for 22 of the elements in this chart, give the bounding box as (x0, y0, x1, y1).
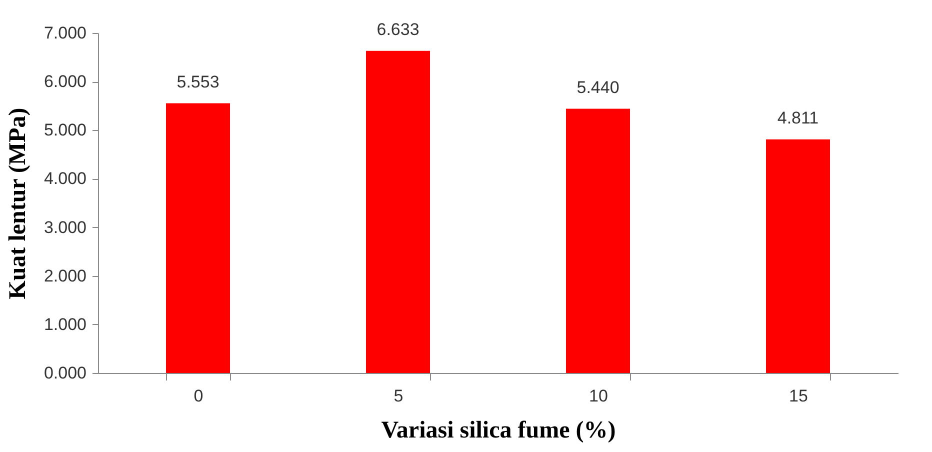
y-tick-label: 4.000 (44, 169, 86, 188)
y-tick-label: 0.000 (44, 364, 86, 382)
y-tick-label: 1.000 (44, 314, 86, 334)
bar (366, 50, 430, 373)
bar (166, 103, 230, 373)
x-tick-label: 0 (194, 386, 204, 406)
y-axis-title: Kuat lentur (MPa) (4, 108, 31, 300)
x-tick-label: 15 (789, 386, 808, 406)
y-tick-label: 7.000 (44, 24, 86, 42)
data-label: 6.633 (376, 20, 420, 39)
data-label: 5.553 (176, 72, 220, 92)
x-tick-label: 10 (589, 386, 608, 406)
x-tick-label: 5 (394, 386, 404, 406)
y-tick-label: 6.000 (44, 72, 86, 92)
data-label: 5.440 (576, 78, 620, 97)
bar (566, 108, 630, 373)
bar (766, 139, 830, 373)
data-label: 4.811 (777, 108, 819, 128)
x-axis-title: Variasi silica fume (%) (381, 418, 616, 444)
y-tick-label: 5.000 (44, 120, 86, 140)
y-tick-label: 2.000 (44, 266, 86, 286)
y-tick-label: 3.000 (44, 218, 86, 237)
